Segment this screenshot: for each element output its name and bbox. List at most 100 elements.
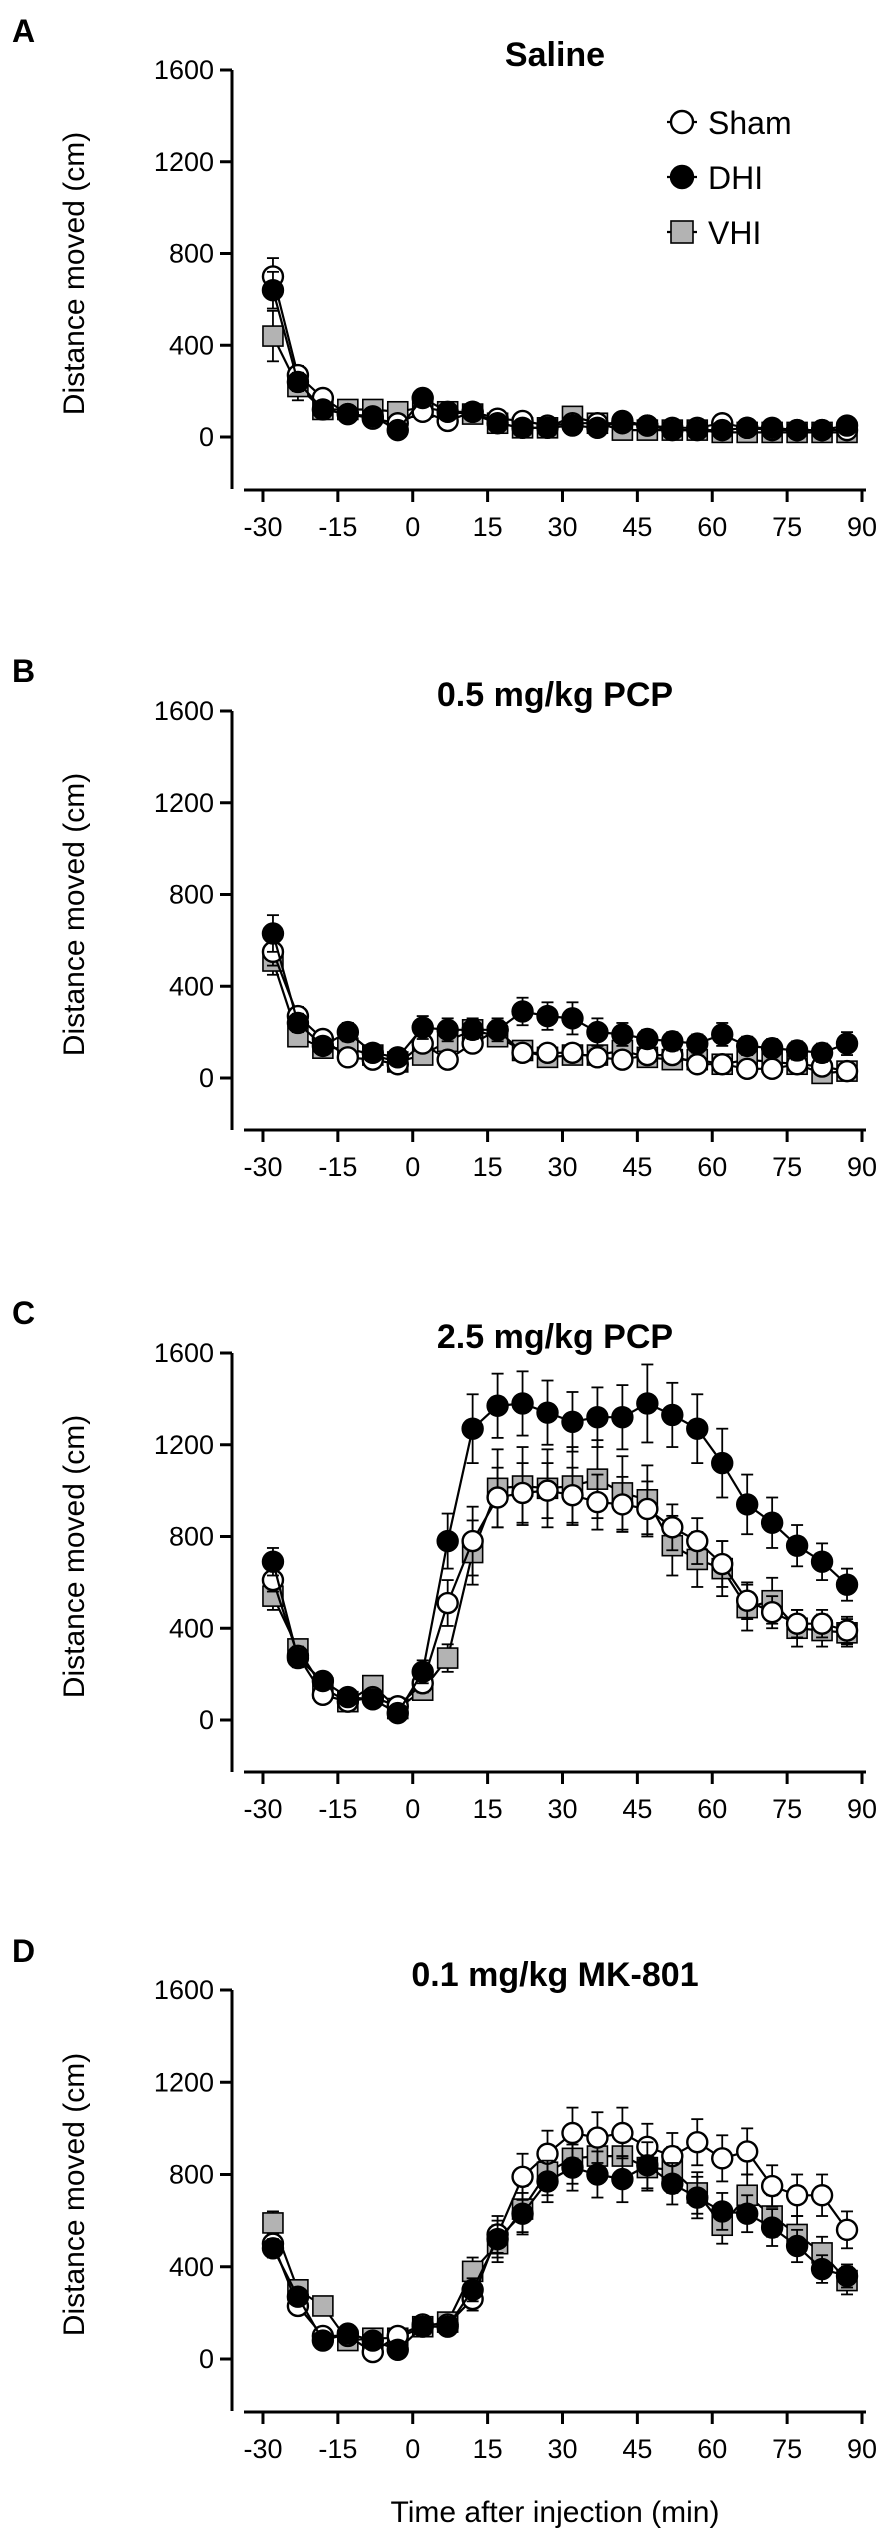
panel-B: B 0.5 mg/kg PCP 0 400 800 1200 1600 Distance mo…: [12, 653, 877, 1182]
data-point: [760, 1057, 784, 1081]
data-point: [311, 398, 335, 421]
y-axis-label: Distance moved (cm): [58, 2053, 91, 2336]
panel-A: A Saline 0 400 800 1200 1600 Distance moved (cm…: [12, 13, 877, 542]
x-tick-label: 45: [622, 512, 652, 542]
data-point: [511, 1000, 534, 1023]
data-point: [436, 1529, 459, 1553]
data-point: [261, 2237, 285, 2260]
data-point: [611, 1023, 634, 1046]
y-tick-label: 800: [169, 880, 214, 910]
data-point: [586, 2126, 609, 2149]
series-dhi: [261, 914, 859, 1069]
data-point: [461, 1018, 484, 1042]
x-tick-label: 0: [405, 512, 420, 542]
data-point: [586, 416, 609, 440]
legend-label: Sham: [708, 105, 792, 141]
x-tick-label: 30: [547, 512, 577, 542]
data-point: [785, 1039, 809, 1062]
x-tick-label: 15: [473, 1152, 503, 1182]
x-tick-label: -15: [318, 1794, 357, 1824]
data-point: [810, 418, 834, 442]
data-point: [312, 2295, 334, 2317]
y-tick-label: 0: [199, 422, 214, 452]
x-tick-label: 75: [772, 1152, 802, 1182]
panel-title: 0.1 mg/kg MK-801: [411, 1956, 698, 1994]
data-point: [286, 1646, 310, 1670]
data-point: [486, 412, 509, 435]
x-tick-label: 30: [547, 1152, 577, 1182]
series-sham: [261, 1462, 859, 1718]
y-tick-label: 1600: [154, 696, 214, 726]
data-point: [386, 1046, 409, 1069]
data-point: [661, 1030, 684, 1053]
data-point: [336, 402, 360, 426]
y-tick-label: 1200: [154, 2067, 214, 2097]
series-sham: [261, 937, 859, 1083]
panel-letter: D: [12, 1933, 35, 1969]
data-point: [785, 2184, 809, 2207]
data-point: [561, 414, 584, 437]
data-point: [810, 2184, 834, 2207]
series-line: [272, 335, 847, 434]
data-point: [436, 1591, 459, 1615]
data-point: [286, 370, 310, 394]
data-point: [760, 2174, 784, 2198]
series-line: [271, 1489, 848, 1708]
data-point: [611, 1048, 634, 1071]
data-point: [636, 2154, 659, 2177]
data-point: [661, 1516, 684, 1539]
data-point: [511, 1041, 534, 1064]
data-point: [461, 400, 484, 423]
data-point: [586, 2163, 609, 2186]
panel-title: 0.5 mg/kg PCP: [437, 676, 673, 714]
series-line: [271, 2155, 848, 2342]
data-point: [810, 2257, 834, 2281]
y-tick-label: 800: [169, 1522, 214, 1552]
data-point: [536, 1401, 559, 1424]
data-point: [611, 1493, 634, 1516]
data-point: [611, 1406, 634, 1429]
data-point: [361, 1688, 384, 1711]
x-tick-label: 15: [473, 2434, 503, 2464]
data-point: [586, 1490, 609, 1514]
data-point: [536, 1479, 559, 1502]
x-tick-label: 45: [622, 1152, 652, 1182]
data-point: [661, 1403, 684, 1427]
y-tick-label: 800: [169, 2160, 214, 2190]
data-point: [835, 2264, 859, 2288]
data-point: [611, 2167, 634, 2191]
series-line: [272, 2163, 848, 2352]
data-point: [261, 922, 285, 945]
data-point: [785, 1612, 809, 1635]
data-point: [411, 1016, 434, 1039]
data-point: [686, 2131, 709, 2154]
panel-title: 2.5 mg/kg PCP: [437, 1318, 673, 1356]
data-point: [810, 1550, 834, 1573]
data-point: [735, 1057, 759, 1081]
data-point: [486, 2227, 509, 2251]
data-point: [536, 1004, 559, 1028]
series-line: [271, 276, 847, 432]
data-point: [760, 1511, 784, 1534]
data-point: [835, 1619, 859, 1642]
data-point: [411, 1660, 434, 1684]
x-tick-label: 75: [772, 512, 802, 542]
data-point: [436, 2315, 459, 2338]
series-line: [271, 1402, 848, 1715]
x-tick-label: 60: [697, 2434, 727, 2464]
series-line: [271, 933, 848, 1059]
x-tick-label: 45: [622, 1794, 652, 1824]
x-axis-label: Time after injection (min): [391, 2496, 720, 2529]
data-point: [586, 1046, 609, 1069]
legend-marker: [669, 109, 695, 135]
y-tick-label: 400: [169, 1613, 214, 1643]
data-point: [261, 1550, 285, 1573]
legend: Sham DHI VHI: [667, 105, 792, 251]
data-point: [311, 1669, 335, 1693]
x-tick-label: 90: [847, 2434, 877, 2464]
data-point: [511, 1392, 534, 1415]
y-tick-label: 1200: [154, 1430, 214, 1460]
data-point: [261, 279, 285, 302]
data-point: [711, 1023, 734, 1046]
x-tick-label: -30: [243, 1152, 282, 1182]
